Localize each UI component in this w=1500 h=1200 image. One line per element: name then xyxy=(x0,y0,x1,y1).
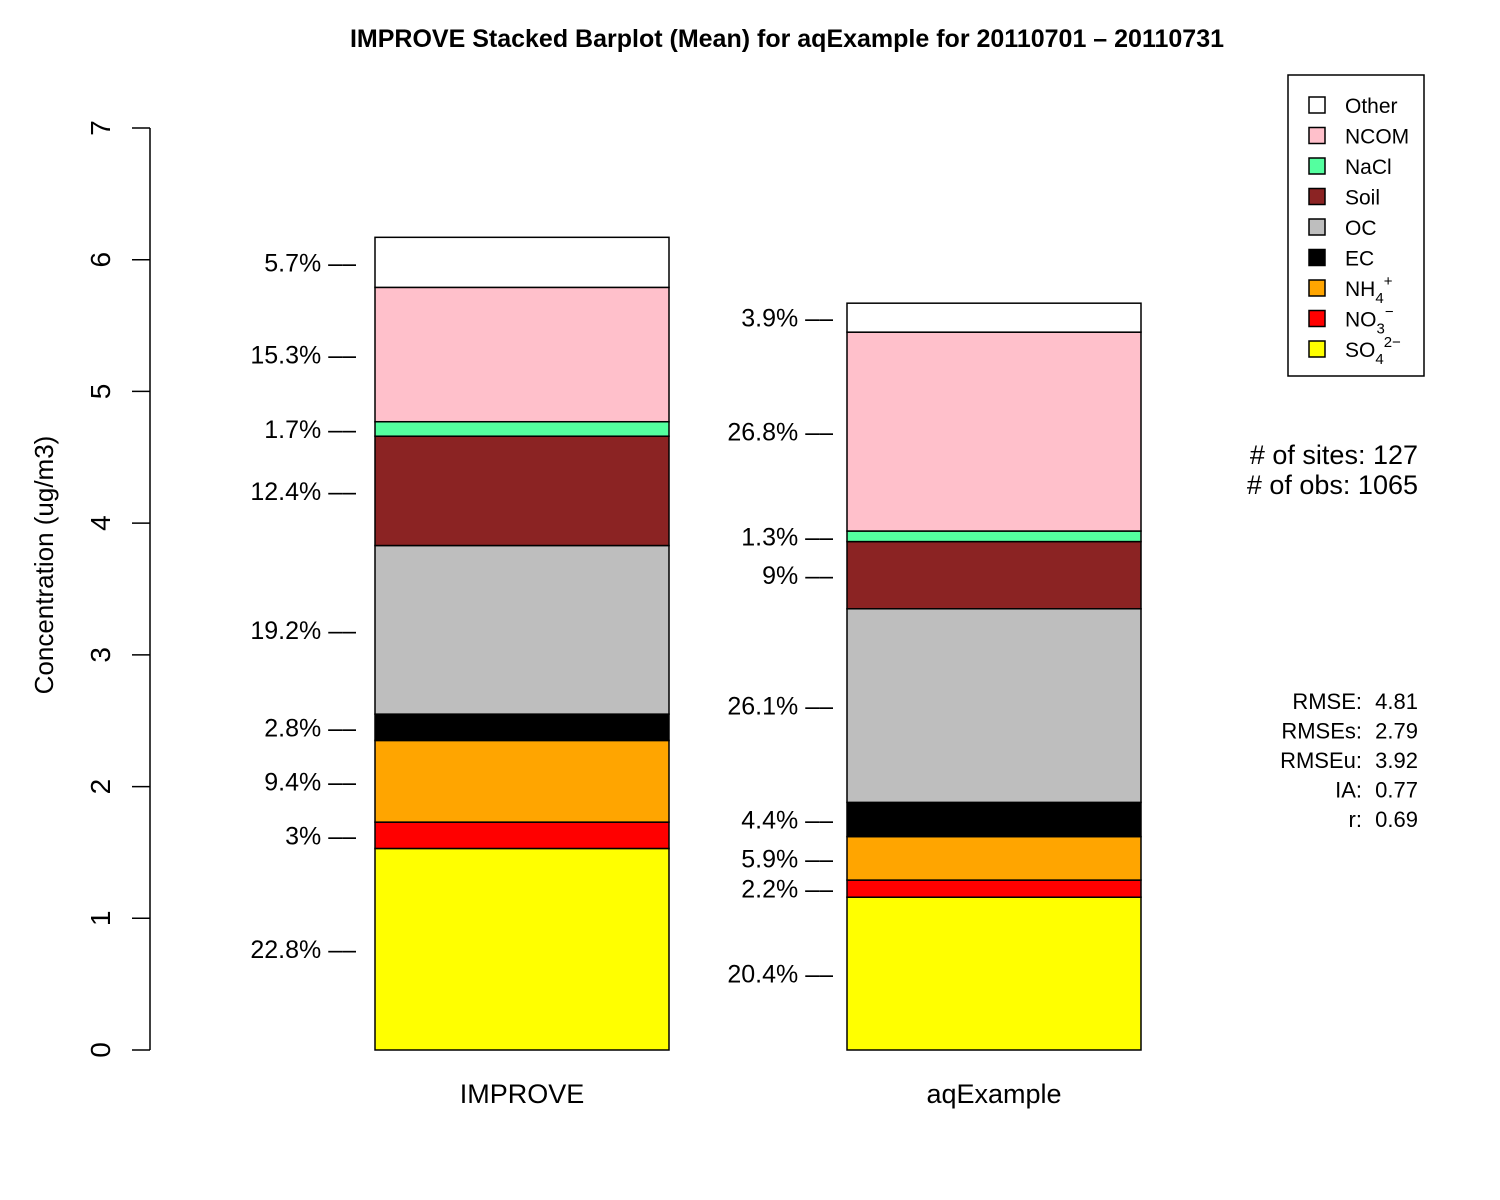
segment-label-ncom-improve: 15.3% –– xyxy=(250,342,356,370)
segment-label-soil-aqexample: 9% –– xyxy=(762,562,833,590)
metric-value: 0.69 xyxy=(1375,807,1418,832)
bar-segment-soil-improve xyxy=(374,435,670,547)
segment-label-nh4-aqexample: 5.9% –– xyxy=(741,845,833,873)
y-tick-label: 2 xyxy=(85,779,116,795)
bar-segment-other-improve xyxy=(374,236,670,289)
segment-label-no3-aqexample: 2.2% –– xyxy=(741,876,833,904)
segment-label-ncom-aqexample: 26.8% –– xyxy=(727,419,833,447)
legend-label-nh4: NH4+ xyxy=(1345,273,1393,307)
metric-value: 4.81 xyxy=(1375,689,1418,714)
segment-label-so4-improve: 22.8% –– xyxy=(250,936,356,964)
bar-segment-ec-aqexample xyxy=(846,801,1142,838)
y-tick-label: 1 xyxy=(85,910,116,926)
legend-swatch-soil xyxy=(1308,187,1326,206)
legend-label-so4: SO42− xyxy=(1345,334,1401,368)
segment-label-other-improve: 5.7% –– xyxy=(264,249,356,277)
legend-label-ncom: NCOM xyxy=(1345,126,1409,149)
legend-label-other: Other xyxy=(1345,95,1398,118)
legend-swatch-nh4 xyxy=(1308,279,1326,297)
bars xyxy=(374,236,1142,1051)
metric-value: 2.79 xyxy=(1375,719,1418,744)
y-axis-label: Concentration (ug/m3) xyxy=(29,436,59,695)
bar-segment-nacl-improve xyxy=(374,420,670,437)
legend-label-oc: OC xyxy=(1345,217,1377,240)
y-tick-label: 4 xyxy=(85,515,116,531)
chart-title: IMPROVE Stacked Barplot (Mean) for aqExa… xyxy=(350,25,1224,53)
bar-segment-no3-improve xyxy=(374,821,670,850)
metric-value: 0.77 xyxy=(1375,778,1418,803)
bar-segment-other-aqexample xyxy=(846,302,1142,333)
metric-label: RMSEu: xyxy=(1280,748,1362,773)
metric-value: 3.92 xyxy=(1375,748,1418,773)
legend-swatch-ec xyxy=(1308,248,1326,267)
legend-label-nacl: NaCl xyxy=(1345,156,1392,179)
bar-segment-so4-improve xyxy=(374,847,670,1051)
segment-label-ec-improve: 2.8% –– xyxy=(264,714,356,742)
segment-label-ec-aqexample: 4.4% –– xyxy=(741,807,833,835)
metric-label: r: xyxy=(1349,807,1362,832)
segment-label-so4-aqexample: 20.4% –– xyxy=(727,961,833,989)
bar-segment-nacl-aqexample xyxy=(846,530,1142,543)
segment-labels: 22.8% –– 3% –– 9.4% –– 2.8% –– 19.2% –– 12.4%… xyxy=(250,249,833,988)
legend-swatch-no3 xyxy=(1308,309,1326,328)
sites-count: # of sites: 127 xyxy=(1250,440,1418,470)
metric-label: RMSE: xyxy=(1292,689,1362,714)
y-tick-label: 6 xyxy=(85,252,116,268)
bar-segment-soil-aqexample xyxy=(846,540,1142,610)
bar-segment-nh4-improve xyxy=(374,739,670,823)
bar-segment-ncom-aqexample xyxy=(846,331,1142,532)
y-tick-label: 3 xyxy=(85,647,116,663)
y-tick-label: 5 xyxy=(85,384,116,400)
bar-segment-no3-aqexample xyxy=(846,879,1142,898)
category-labels: IMPROVE aqExample xyxy=(460,1079,1062,1109)
metric-label: IA: xyxy=(1335,778,1362,803)
segment-label-oc-aqexample: 26.1% –– xyxy=(727,693,833,721)
metrics-panel: RMSE: 4.81 RMSEs: 2.79 RMSEu: 3.92 IA: 0.77 r: 0.… xyxy=(1280,689,1418,832)
bar-segment-ec-improve xyxy=(374,713,670,742)
legend-swatch-other xyxy=(1308,96,1326,114)
legend-swatch-ncom xyxy=(1308,126,1326,145)
bar-segment-ncom-improve xyxy=(374,286,670,423)
segment-label-nacl-improve: 1.7% –– xyxy=(264,416,356,444)
segment-label-nacl-aqexample: 1.3% –– xyxy=(741,523,833,551)
bar-segment-oc-improve xyxy=(374,544,670,715)
category-label-aqexample: aqExample xyxy=(926,1079,1061,1109)
obs-count: # of obs: 1065 xyxy=(1247,470,1418,500)
site-stats: # of sites: 127 # of obs: 1065 xyxy=(1247,440,1418,500)
legend-label-no3: NO3− xyxy=(1345,304,1394,338)
segment-label-nh4-improve: 9.4% –– xyxy=(264,768,356,796)
y-axis: 0 1 2 3 4 5 6 7 xyxy=(85,120,151,1058)
legend-swatch-nacl xyxy=(1308,157,1326,175)
bar-segment-so4-aqexample xyxy=(846,896,1142,1051)
legend-label-ec: EC xyxy=(1345,248,1374,271)
y-tick-label: 0 xyxy=(85,1042,116,1058)
legend-swatch-oc xyxy=(1308,218,1326,236)
segment-label-other-aqexample: 3.9% –– xyxy=(741,305,833,333)
category-label-improve: IMPROVE xyxy=(460,1079,585,1109)
segment-label-no3-improve: 3% –– xyxy=(285,822,356,850)
bar-segment-nh4-aqexample xyxy=(846,835,1142,881)
legend-swatch-so4 xyxy=(1308,340,1326,358)
segment-label-oc-improve: 19.2% –– xyxy=(250,617,356,645)
metric-label: RMSEs: xyxy=(1281,719,1362,744)
y-ticks: 0 1 2 3 4 5 6 7 xyxy=(85,120,150,1058)
segment-label-soil-improve: 12.4% –– xyxy=(250,478,356,506)
y-tick-label: 7 xyxy=(85,120,116,136)
legend-label-soil: Soil xyxy=(1345,187,1380,210)
bar-segment-oc-aqexample xyxy=(846,608,1142,804)
